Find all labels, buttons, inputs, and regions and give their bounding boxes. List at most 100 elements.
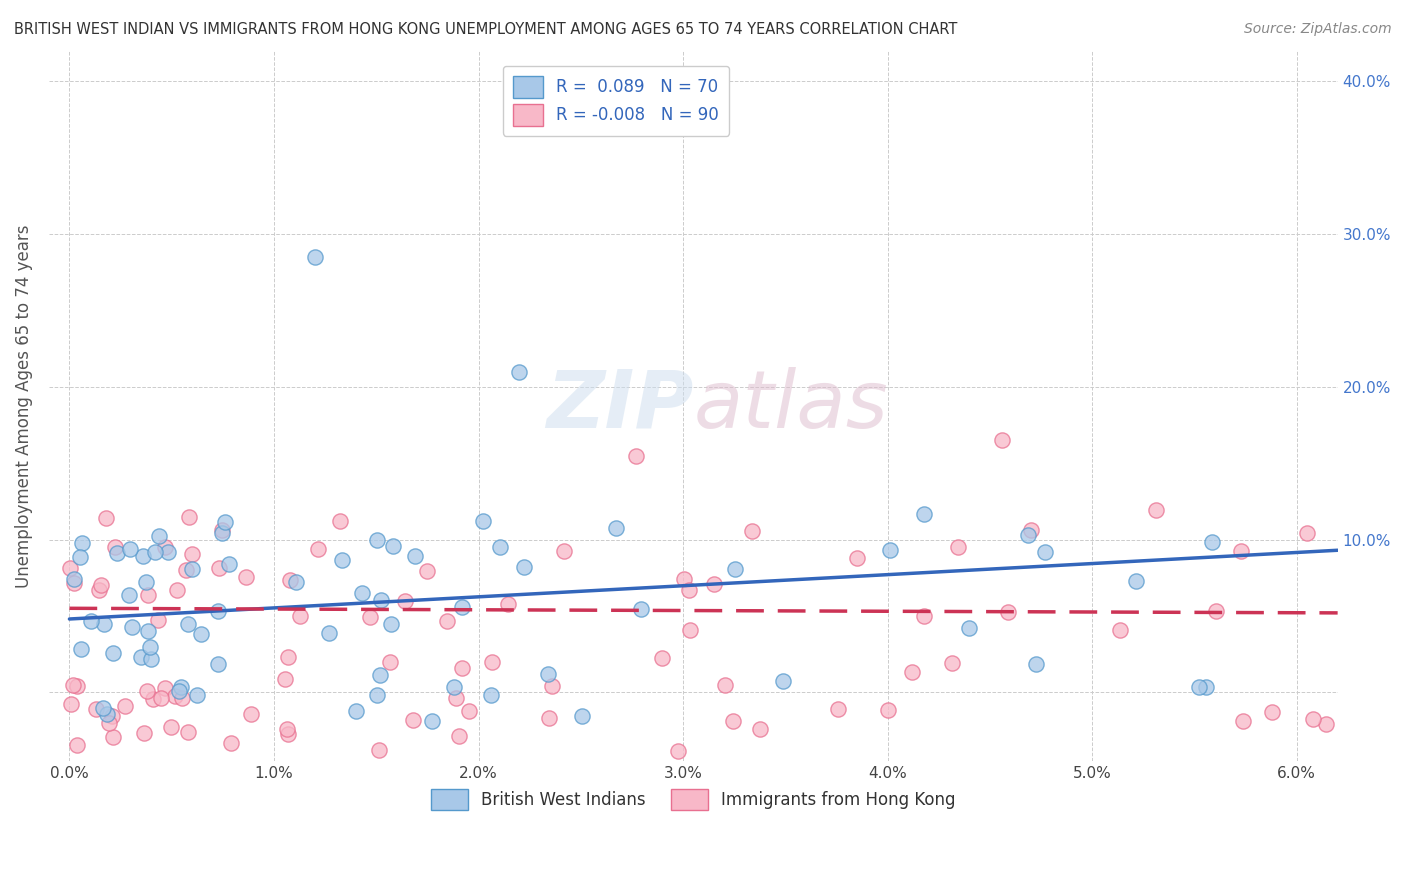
Point	[105, 545, 128, 559]
Point	[218, 558, 240, 572]
Point	[366, 533, 388, 547]
Point	[404, 549, 426, 563]
Point	[957, 622, 980, 636]
Point	[70, 536, 93, 550]
Point	[724, 562, 747, 576]
Point	[142, 691, 165, 706]
Point	[288, 608, 311, 623]
Point	[447, 729, 470, 743]
Point	[207, 657, 229, 671]
Point	[496, 597, 519, 611]
Point	[277, 727, 299, 741]
Point	[997, 605, 1019, 619]
Point	[367, 743, 389, 757]
Point	[420, 714, 443, 729]
Point	[876, 702, 898, 716]
Point	[472, 515, 495, 529]
Point	[114, 698, 136, 713]
Point	[186, 688, 208, 702]
Point	[62, 576, 84, 591]
Point	[350, 586, 373, 600]
Point	[900, 665, 922, 679]
Point	[481, 656, 503, 670]
Point	[991, 434, 1014, 448]
Point	[59, 560, 82, 574]
Point	[1201, 535, 1223, 549]
Point	[366, 689, 388, 703]
Point	[93, 617, 115, 632]
Point	[513, 560, 536, 574]
Point	[1025, 657, 1047, 672]
Point	[207, 604, 229, 618]
Point	[103, 647, 125, 661]
Point	[211, 526, 233, 541]
Legend: British West Indians, Immigrants from Hong Kong: British West Indians, Immigrants from Ho…	[425, 782, 962, 817]
Point	[912, 508, 935, 522]
Point	[153, 681, 176, 695]
Point	[344, 704, 367, 718]
Point	[451, 661, 474, 675]
Point	[1232, 714, 1254, 729]
Point	[190, 627, 212, 641]
Text: atlas: atlas	[693, 367, 889, 445]
Point	[211, 524, 233, 538]
Point	[84, 702, 107, 716]
Point	[723, 714, 745, 728]
Point	[156, 544, 179, 558]
Point	[703, 577, 725, 591]
Point	[146, 613, 169, 627]
Point	[276, 723, 298, 737]
Text: BRITISH WEST INDIAN VS IMMIGRANTS FROM HONG KONG UNEMPLOYMENT AMONG AGES 65 TO 7: BRITISH WEST INDIAN VS IMMIGRANTS FROM H…	[14, 22, 957, 37]
Point	[508, 364, 530, 378]
Point	[94, 511, 117, 525]
Point	[136, 588, 159, 602]
Point	[120, 542, 142, 557]
Point	[91, 701, 114, 715]
Point	[121, 620, 143, 634]
Point	[1295, 526, 1317, 541]
Point	[370, 593, 392, 607]
Point	[537, 666, 560, 681]
Point	[450, 600, 472, 615]
Point	[181, 547, 204, 561]
Point	[741, 524, 763, 538]
Point	[1188, 680, 1211, 694]
Point	[846, 550, 869, 565]
Point	[134, 726, 156, 740]
Point	[378, 655, 401, 669]
Point	[284, 574, 307, 589]
Point	[166, 582, 188, 597]
Point	[1021, 523, 1043, 537]
Point	[1144, 503, 1167, 517]
Point	[679, 623, 702, 637]
Text: ZIP: ZIP	[546, 367, 693, 445]
Point	[1205, 604, 1227, 618]
Point	[273, 672, 295, 686]
Point	[80, 614, 103, 628]
Point	[59, 697, 82, 711]
Point	[416, 564, 439, 578]
Point	[571, 708, 593, 723]
Point	[748, 722, 770, 736]
Point	[177, 724, 200, 739]
Point	[605, 521, 627, 535]
Point	[912, 608, 935, 623]
Point	[553, 543, 575, 558]
Point	[90, 578, 112, 592]
Point	[235, 570, 257, 584]
Point	[1017, 528, 1039, 542]
Point	[678, 582, 700, 597]
Point	[103, 730, 125, 744]
Point	[280, 573, 302, 587]
Point	[163, 690, 186, 704]
Point	[118, 588, 141, 602]
Point	[65, 679, 87, 693]
Point	[941, 656, 963, 670]
Point	[541, 679, 564, 693]
Point	[1315, 716, 1337, 731]
Point	[436, 614, 458, 628]
Point	[219, 736, 242, 750]
Point	[1261, 705, 1284, 719]
Point	[651, 650, 673, 665]
Point	[177, 616, 200, 631]
